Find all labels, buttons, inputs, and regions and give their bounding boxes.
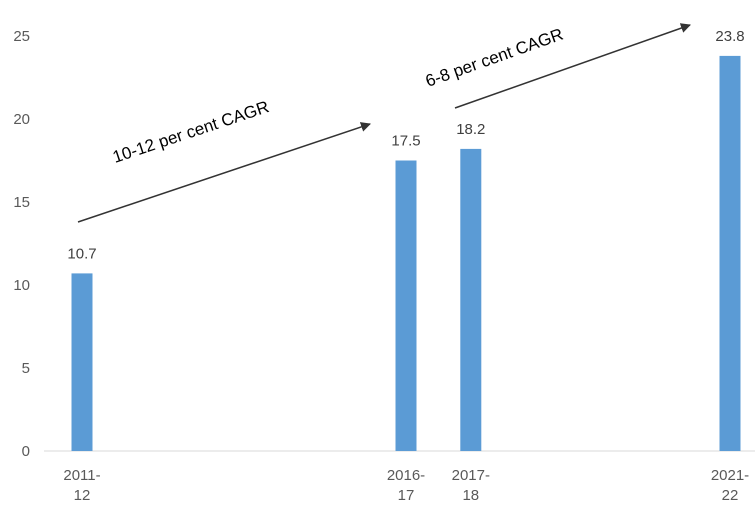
bar-2016-17 xyxy=(395,160,417,451)
x-tick-label: 17 xyxy=(398,487,415,504)
y-axis: 0 5 10 15 20 25 xyxy=(13,28,30,460)
bar-2017-18 xyxy=(460,148,482,451)
data-labels: 10.7 17.5 18.2 23.8 xyxy=(67,28,744,262)
y-tick-label: 25 xyxy=(13,28,30,45)
x-tick-label: 2017- xyxy=(452,467,490,484)
trend-arrow xyxy=(77,122,371,223)
x-axis-labels: 2011- 12 2016- 17 2017- 18 2021- 22 xyxy=(63,467,749,504)
x-tick-label: 22 xyxy=(722,487,739,504)
y-tick-label: 5 xyxy=(22,360,30,377)
y-tick-label: 15 xyxy=(13,194,30,211)
x-tick-label: 2016- xyxy=(387,467,425,484)
data-label: 10.7 xyxy=(67,245,96,262)
x-tick-label: 18 xyxy=(462,487,479,504)
cagr-label: 6-8 per cent CAGR xyxy=(423,25,566,91)
data-label: 18.2 xyxy=(456,121,485,138)
y-tick-label: 0 xyxy=(22,443,30,460)
x-tick-label: 12 xyxy=(74,487,91,504)
bars xyxy=(71,55,741,452)
cagr-annotation-1: 10-12 per cent CAGR xyxy=(77,97,371,223)
data-label: 17.5 xyxy=(391,133,420,150)
bar-2021-22 xyxy=(719,55,741,452)
y-tick-label: 20 xyxy=(13,111,30,128)
cagr-annotation-2: 6-8 per cent CAGR xyxy=(423,23,691,109)
trend-arrow xyxy=(454,23,691,109)
bar-2011-12 xyxy=(71,273,93,451)
x-tick-label: 2021- xyxy=(711,467,749,484)
cagr-label: 10-12 per cent CAGR xyxy=(110,97,271,167)
x-tick-label: 2011- xyxy=(63,467,100,484)
data-label: 23.8 xyxy=(715,28,744,45)
y-tick-label: 10 xyxy=(13,277,30,294)
